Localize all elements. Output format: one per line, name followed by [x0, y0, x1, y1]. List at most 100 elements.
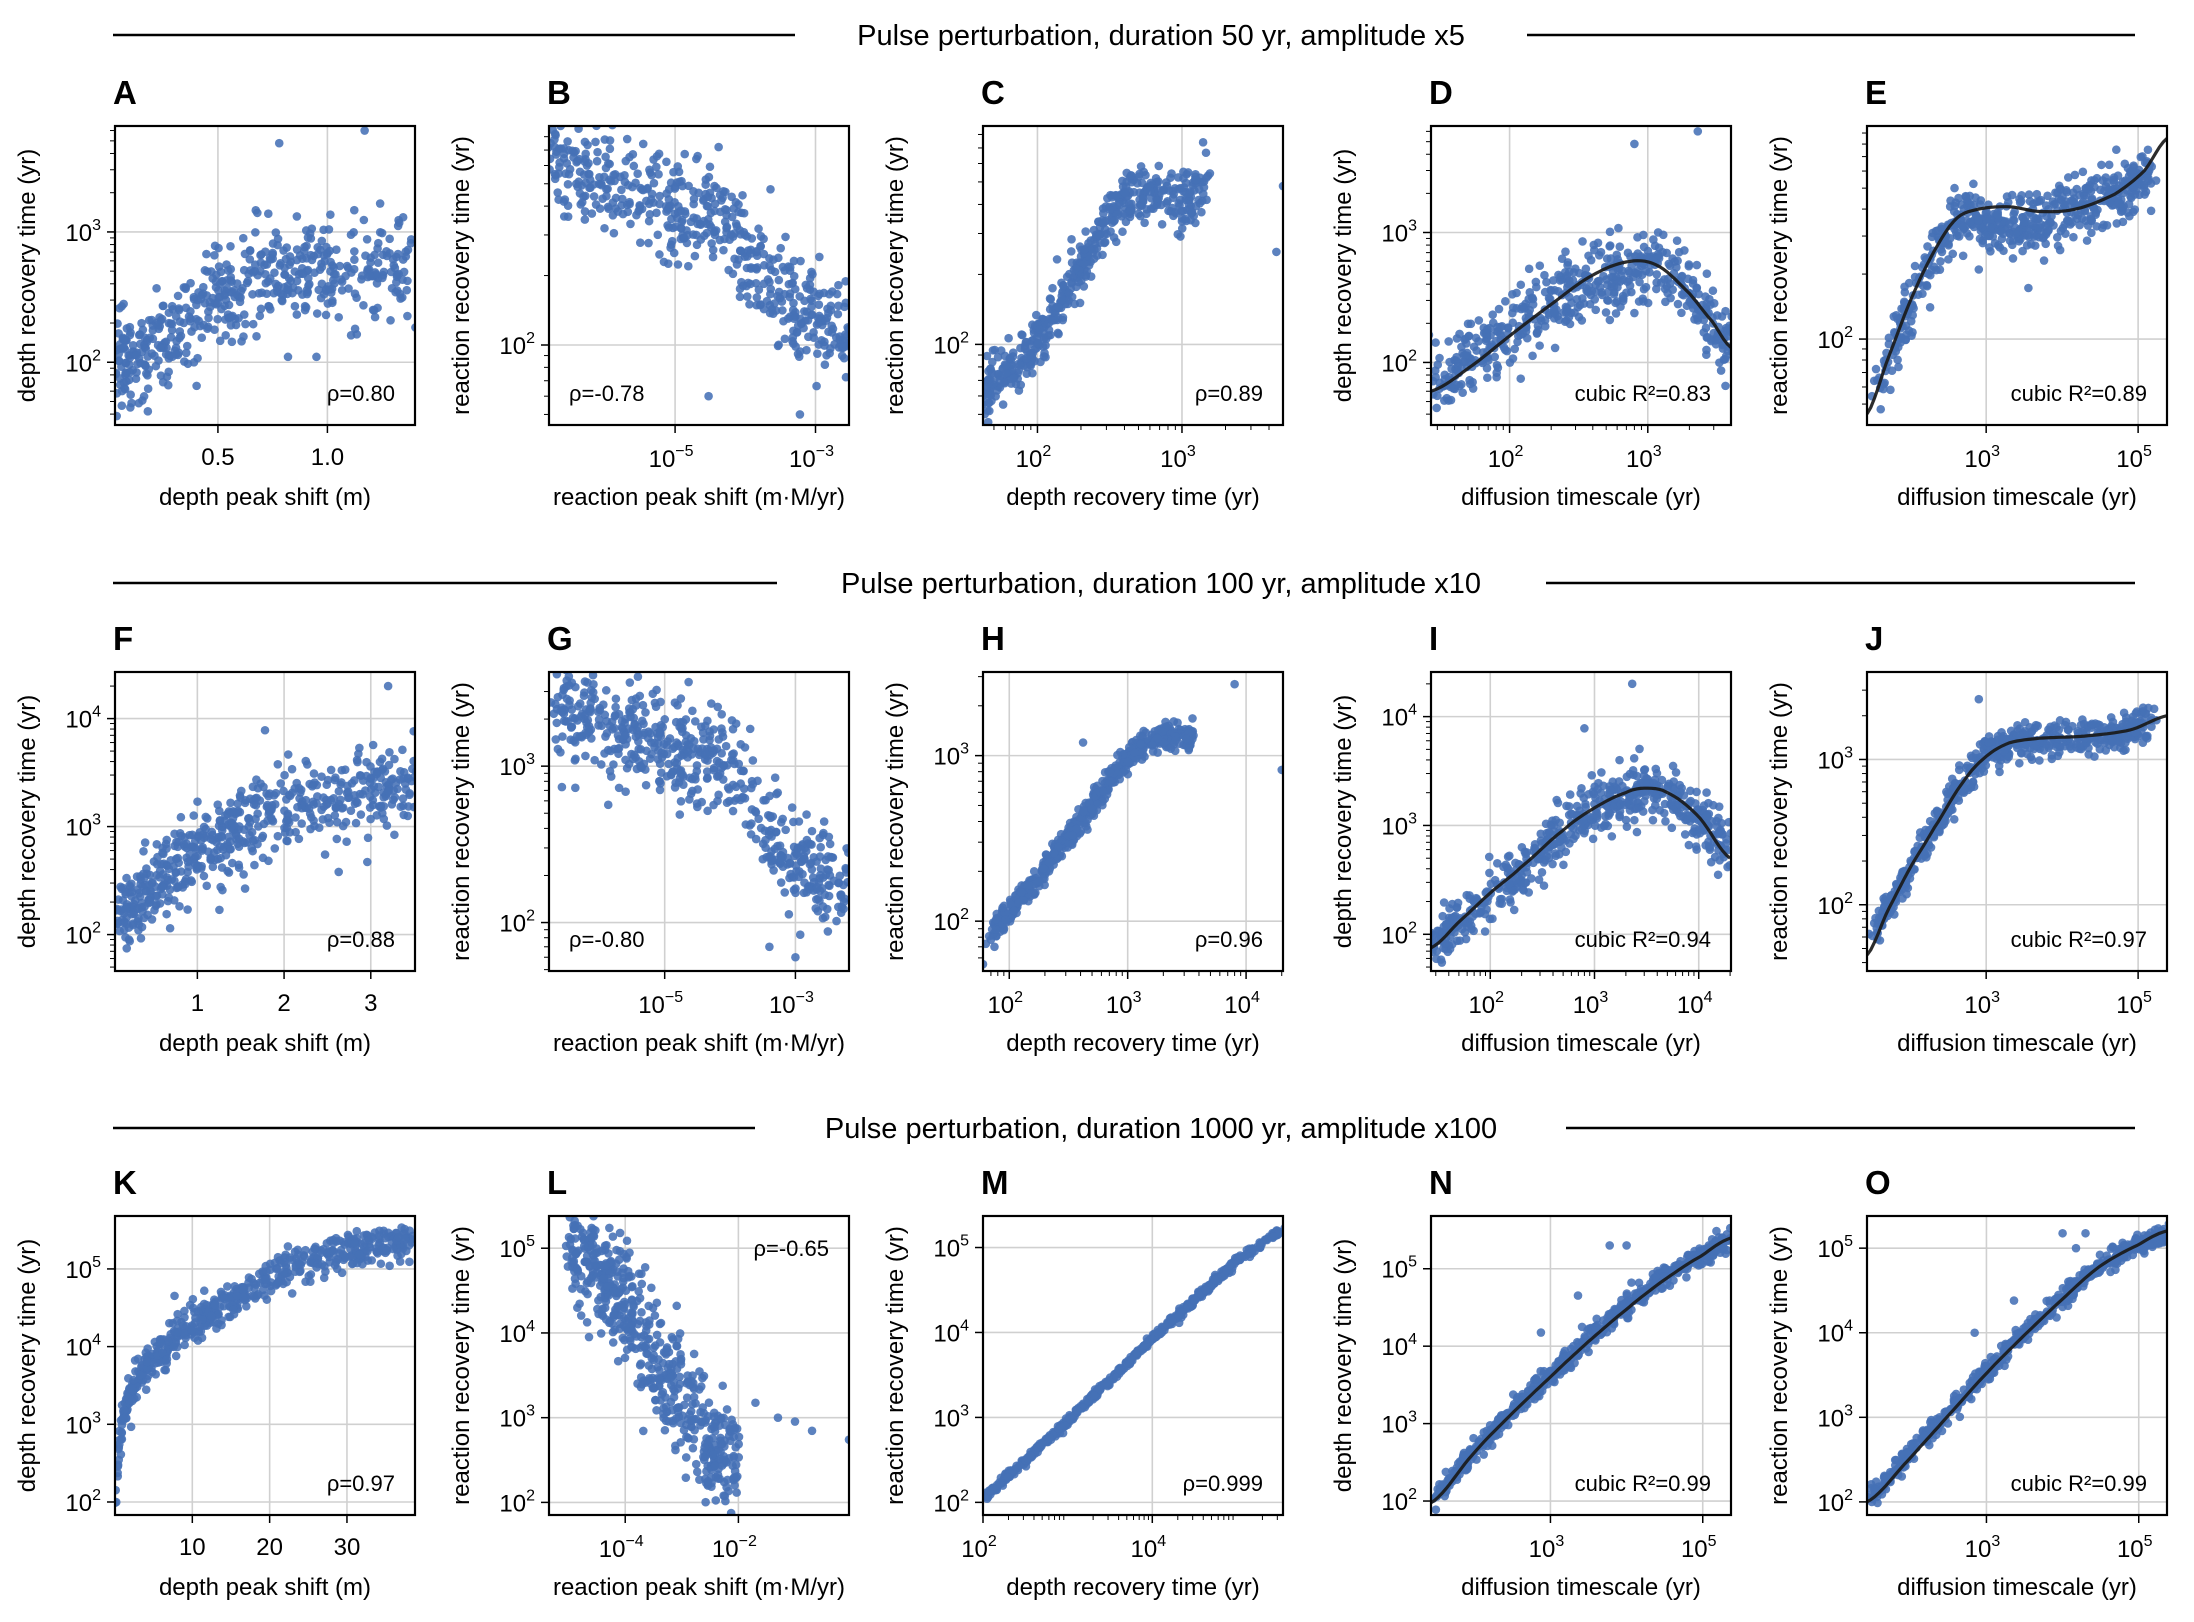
data-point — [1105, 205, 1115, 214]
data-point — [717, 709, 727, 719]
data-point — [705, 188, 715, 198]
data-point — [1483, 324, 1492, 334]
data-point — [216, 853, 225, 863]
data-point — [652, 208, 661, 218]
tick-base: 10 — [65, 923, 92, 950]
data-point — [773, 341, 783, 351]
data-point — [1673, 299, 1683, 309]
data-point — [295, 251, 305, 260]
data-point — [685, 795, 694, 804]
outlier-point — [1272, 247, 1281, 257]
data-point — [228, 806, 238, 816]
tick-exponent: 3 — [92, 217, 101, 234]
axes-frame — [113, 124, 417, 427]
data-point — [675, 810, 685, 819]
outlier-point — [791, 952, 800, 962]
tick-exponent: 3 — [1133, 989, 1142, 1006]
data-point — [689, 736, 699, 746]
data-point — [557, 782, 567, 792]
data-point — [2112, 219, 2122, 228]
data-point — [1563, 279, 1573, 289]
data-point — [385, 249, 394, 258]
data-point — [1586, 255, 1596, 265]
data-point — [115, 356, 124, 365]
scatter-points — [115, 681, 415, 953]
panel-label: C — [981, 74, 1005, 111]
data-point — [1494, 304, 1504, 314]
tick-exponent: 2 — [526, 330, 535, 347]
data-point — [141, 361, 150, 371]
data-point — [1684, 261, 1694, 271]
data-point — [253, 783, 263, 793]
data-point — [796, 845, 806, 855]
data-point — [115, 319, 122, 328]
data-point — [564, 169, 574, 179]
data-point — [2077, 214, 2087, 223]
data-point — [1702, 788, 1711, 797]
data-point — [183, 905, 192, 914]
data-point — [778, 306, 787, 315]
data-point — [2130, 205, 2140, 214]
data-point — [1173, 173, 1183, 182]
data-point — [1009, 373, 1019, 383]
data-point — [1015, 361, 1025, 370]
data-point — [789, 256, 799, 266]
data-point — [1171, 208, 1181, 218]
data-point — [549, 698, 556, 707]
data-point — [983, 351, 992, 361]
data-point — [717, 763, 726, 773]
data-point — [1482, 363, 1492, 373]
data-point — [799, 854, 809, 864]
data-point — [119, 343, 129, 353]
data-point — [1539, 881, 1549, 890]
outlier-point — [143, 407, 153, 416]
data-point — [291, 827, 300, 837]
x-tick-label: 103 — [1160, 443, 1196, 473]
data-point — [1054, 329, 1063, 339]
data-point — [842, 341, 849, 351]
stat-annotation: ρ=-0.80 — [569, 927, 645, 952]
data-point — [2098, 223, 2107, 233]
data-point — [2025, 197, 2035, 206]
data-point — [676, 694, 686, 703]
data-point — [337, 765, 347, 775]
data-point — [587, 734, 596, 743]
tick-base: 10 — [1381, 220, 1408, 247]
data-point — [2144, 174, 2153, 183]
data-point — [644, 727, 653, 736]
data-point — [552, 718, 562, 728]
data-point — [153, 852, 162, 862]
data-point — [386, 316, 395, 325]
data-point — [827, 321, 837, 331]
data-point — [595, 663, 604, 672]
outlier-point — [995, 376, 1005, 385]
data-point — [624, 759, 634, 769]
data-point — [708, 245, 718, 255]
data-point — [204, 313, 213, 323]
data-point — [559, 716, 569, 726]
data-point — [368, 740, 378, 750]
y-axis-label: reaction recovery time (yr) — [448, 136, 475, 415]
data-point — [1562, 801, 1571, 811]
data-point — [785, 859, 795, 868]
data-point — [278, 290, 288, 300]
data-point — [1146, 204, 1156, 213]
data-point — [623, 180, 633, 190]
tick-base: 10 — [1626, 446, 1653, 473]
data-point — [165, 923, 175, 933]
data-point — [1721, 323, 1731, 333]
data-point — [1140, 218, 1149, 228]
data-point — [193, 797, 202, 806]
data-point — [352, 755, 362, 765]
data-point — [1440, 370, 1450, 380]
data-point — [387, 800, 397, 809]
outlier-point — [704, 391, 713, 401]
data-point — [2104, 160, 2114, 170]
data-point — [211, 277, 221, 286]
data-point — [1531, 277, 1541, 287]
scatter-points — [1867, 145, 2161, 414]
data-point — [1001, 361, 1010, 370]
data-point — [319, 251, 329, 260]
data-point — [167, 875, 177, 884]
data-point — [2019, 217, 2029, 227]
